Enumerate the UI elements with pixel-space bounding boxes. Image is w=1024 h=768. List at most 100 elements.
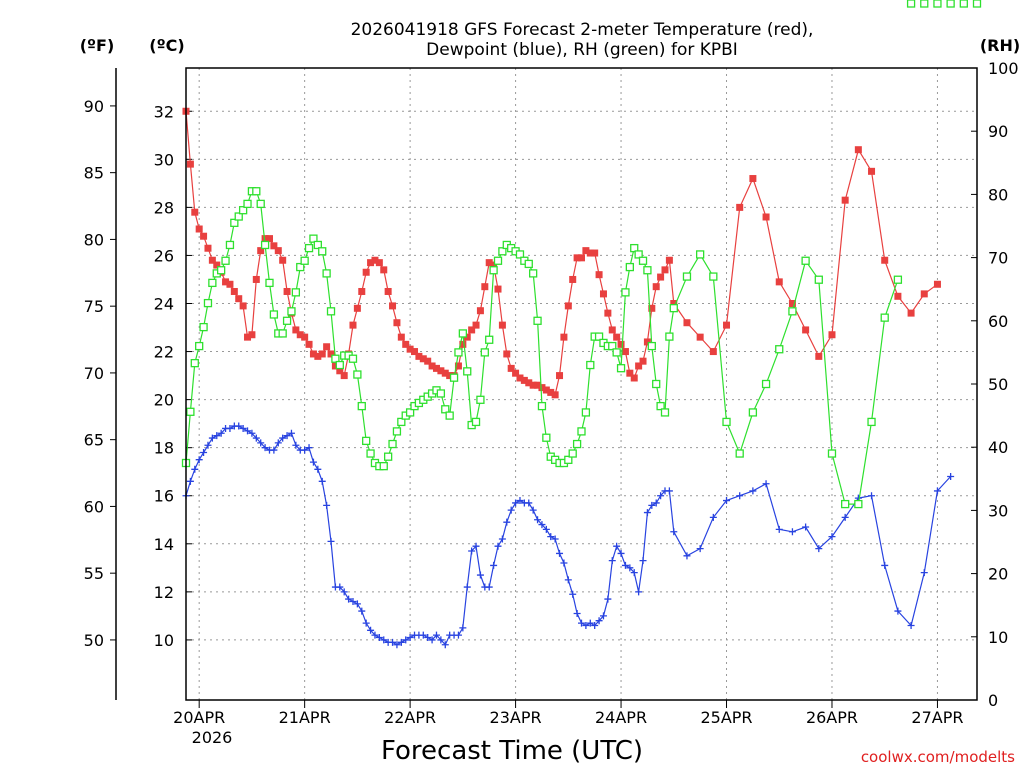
x-tick-label: 25APR: [700, 708, 752, 727]
rh-point: [383, 452, 393, 461]
dewpoint-point: [279, 434, 287, 442]
dewpoint-point: [244, 427, 252, 435]
rh-point: [608, 341, 617, 351]
rh-point: [612, 348, 621, 357]
rh-point: [353, 370, 362, 379]
x-tick-label: 26APR: [806, 708, 858, 727]
dewpoint-point: [208, 434, 216, 442]
temperature-point: [643, 338, 651, 346]
temperature-point: [670, 299, 678, 307]
rh-tick-label: 30: [988, 501, 1008, 520]
rh-point: [186, 407, 195, 416]
dewpoint-point: [371, 631, 379, 639]
dewpoint-point: [472, 542, 480, 550]
credit-text: coolwx.com/modelts: [861, 748, 1015, 766]
temperature-point: [230, 287, 238, 295]
rh-point: [335, 360, 344, 370]
temperature-point: [393, 319, 401, 327]
dewpoint-point: [595, 617, 603, 625]
x-tick-label: 24APR: [595, 708, 647, 727]
celsius-tick-label: 20: [154, 391, 174, 410]
dewpoint-point: [283, 432, 291, 440]
dewpoint-point: [534, 516, 542, 524]
rh-point: [313, 240, 322, 250]
rh-point: [735, 449, 744, 458]
dewpoint-point: [586, 619, 594, 627]
dewpoint-point: [362, 619, 370, 627]
dewpoint-point: [239, 424, 247, 432]
rh-point: [326, 307, 336, 316]
temperature-point: [503, 350, 511, 358]
rh-point: [634, 250, 643, 259]
rh-point: [761, 379, 771, 389]
temperature-point: [538, 384, 546, 392]
rh-tick-label: 50: [988, 375, 1008, 394]
x-tick-label: 27APR: [911, 708, 963, 727]
dewpoint-point: [551, 535, 559, 543]
rh-point: [893, 275, 903, 284]
temperature-point: [367, 259, 375, 267]
rh-point: [296, 262, 305, 272]
rh-point: [388, 439, 397, 449]
x-axis-title: Forecast Time (UTC): [381, 736, 643, 766]
dewpoint-point: [762, 480, 770, 488]
dewpoint-point: [569, 590, 577, 598]
rh-point: [480, 348, 489, 357]
dewpoint-point: [696, 545, 704, 553]
rh-point: [696, 250, 705, 259]
rh-point: [665, 332, 674, 341]
dewpoint-point: [643, 509, 651, 517]
temperature-point: [551, 391, 559, 399]
temperature-point: [661, 266, 669, 274]
dewpoint-point: [217, 429, 225, 437]
temperature-point: [490, 261, 498, 269]
temperature-point: [749, 175, 757, 183]
temperature-point: [265, 235, 273, 243]
celsius-tick-label: 26: [154, 246, 174, 265]
rh-point: [630, 243, 639, 253]
rh-tick-label: 80: [988, 185, 1008, 204]
temperature-point: [331, 362, 339, 370]
rh-point: [265, 278, 274, 288]
rh-point: [300, 256, 309, 265]
temperature-point: [854, 146, 862, 154]
rh-point: [291, 288, 301, 297]
dewpoint-point: [621, 561, 629, 569]
dewpoint-point: [802, 523, 810, 531]
dewpoint-point: [261, 444, 269, 452]
temperature-point: [292, 326, 300, 334]
x-tick-label: 23APR: [490, 708, 542, 727]
temperature-point: [397, 333, 405, 341]
temperature-point: [406, 345, 414, 353]
rh-point: [195, 341, 204, 351]
rh-point: [748, 408, 758, 417]
rh-point: [199, 322, 208, 332]
temperature-point: [599, 290, 607, 298]
dewpoint-point: [397, 638, 405, 646]
temperature-point: [222, 278, 230, 286]
dewpoint-point: [428, 636, 436, 644]
dewpoint-point: [274, 439, 282, 447]
celsius-tick-label: 22: [154, 343, 174, 362]
temperature-point: [336, 367, 344, 375]
dewpoint-point: [490, 561, 498, 569]
temperature-point: [828, 331, 836, 339]
dewpoint-point: [547, 533, 555, 541]
dewpoint-point: [538, 521, 546, 529]
rh-point: [471, 417, 481, 427]
dewpoint-point: [336, 583, 344, 591]
dewpoint-point: [248, 429, 256, 437]
temperature-point: [208, 256, 216, 264]
temperature-point: [454, 362, 462, 370]
dewpoint-point: [305, 444, 313, 452]
rh-point: [647, 341, 656, 351]
dewpoint-point: [599, 612, 607, 620]
temperature-point: [279, 256, 287, 264]
rh-point: [801, 256, 810, 265]
temperature-point: [353, 304, 361, 312]
fahrenheit-unit-label: (ºF): [80, 36, 115, 55]
temperature-point: [472, 321, 480, 329]
temperature-point: [560, 333, 568, 341]
celsius-tick-label: 18: [154, 439, 174, 458]
temperature-point: [252, 275, 260, 283]
